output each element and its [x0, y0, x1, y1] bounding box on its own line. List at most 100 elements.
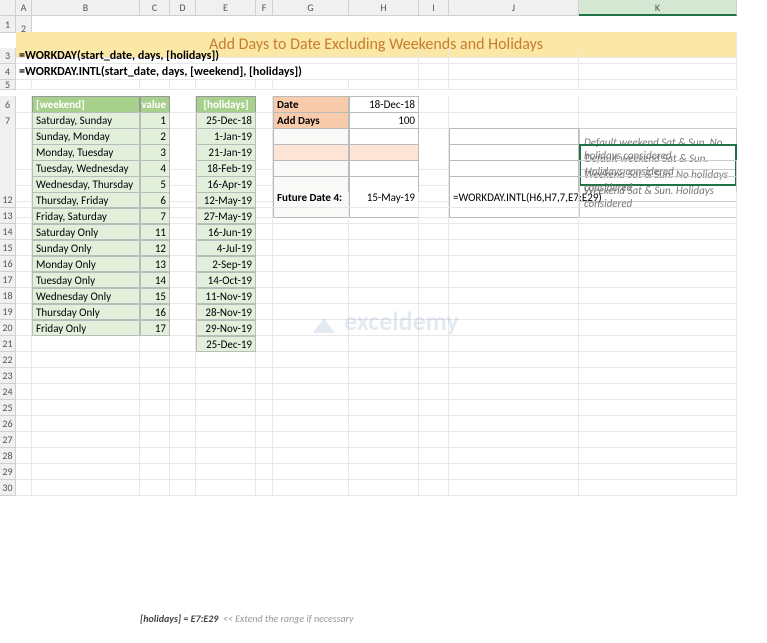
- cell-14-11[interactable]: [579, 224, 737, 240]
- cell-27-1[interactable]: [16, 432, 32, 448]
- cell-22-10[interactable]: [449, 352, 579, 368]
- row-header-7[interactable]: 7: [0, 112, 16, 129]
- cell-4-10[interactable]: [449, 64, 579, 80]
- cell-7-6[interactable]: [256, 112, 273, 129]
- cell-25-9[interactable]: [419, 400, 449, 416]
- cell-17-3[interactable]: 14: [140, 272, 170, 288]
- cell-29-8[interactable]: [349, 464, 419, 480]
- cell-25-11[interactable]: [579, 400, 737, 416]
- cell-19-6[interactable]: [256, 304, 273, 320]
- cell-6-3[interactable]: value: [140, 96, 170, 113]
- row-header-18[interactable]: 18: [0, 288, 16, 304]
- cell-17-8[interactable]: [349, 272, 419, 288]
- cell-20-6[interactable]: [256, 320, 273, 336]
- cell-21-10[interactable]: [449, 336, 579, 352]
- cell-13-9[interactable]: [419, 208, 449, 224]
- cell-25-3[interactable]: [140, 400, 170, 416]
- cell-17-10[interactable]: [449, 272, 579, 288]
- cell-6-7[interactable]: Date: [273, 96, 349, 113]
- cell-24-5[interactable]: [196, 384, 256, 400]
- cell-21-7[interactable]: [273, 336, 349, 352]
- cell-26-4[interactable]: [170, 416, 196, 432]
- cell-22-9[interactable]: [419, 352, 449, 368]
- col-header-A[interactable]: A: [16, 0, 32, 16]
- cell-18-10[interactable]: [449, 288, 579, 304]
- cell-3-9[interactable]: [419, 48, 449, 64]
- cell-14-4[interactable]: [170, 224, 196, 240]
- cell-16-11[interactable]: [579, 256, 737, 272]
- row-header-20[interactable]: 20: [0, 320, 16, 336]
- cell-6-11[interactable]: [579, 96, 737, 113]
- row-header-21[interactable]: 21: [0, 336, 16, 352]
- cell-5-8[interactable]: [349, 80, 419, 90]
- row-header-3[interactable]: 3: [0, 48, 16, 64]
- cell-25-7[interactable]: [273, 400, 349, 416]
- cell-16-8[interactable]: [349, 256, 419, 272]
- cell-20-8[interactable]: [349, 320, 419, 336]
- cell-28-4[interactable]: [170, 448, 196, 464]
- row-header-16[interactable]: 16: [0, 256, 16, 272]
- cell-27-3[interactable]: [140, 432, 170, 448]
- cell-15-8[interactable]: [349, 240, 419, 256]
- cell-27-7[interactable]: [273, 432, 349, 448]
- cell-26-5[interactable]: [196, 416, 256, 432]
- row-header-22[interactable]: 22: [0, 352, 16, 368]
- cell-29-11[interactable]: [579, 464, 737, 480]
- cell-13-4[interactable]: [170, 208, 196, 224]
- col-header-F[interactable]: F: [256, 0, 273, 16]
- cell-7-8[interactable]: 100: [349, 112, 419, 129]
- cell-6-4[interactable]: [170, 96, 196, 113]
- cell-17-2[interactable]: Tuesday Only: [32, 272, 140, 288]
- cell-29-9[interactable]: [419, 464, 449, 480]
- cell-30-10[interactable]: [449, 480, 579, 496]
- cell-21-2[interactable]: [32, 336, 140, 352]
- cell-5-6[interactable]: [256, 80, 273, 90]
- cell-28-5[interactable]: [196, 448, 256, 464]
- cell-15-6[interactable]: [256, 240, 273, 256]
- row-header-17[interactable]: 17: [0, 272, 16, 288]
- cell-21-5[interactable]: 25-Dec-19: [196, 336, 256, 352]
- cell-24-9[interactable]: [419, 384, 449, 400]
- cell-12-10[interactable]: [449, 192, 579, 208]
- cell-27-11[interactable]: [579, 432, 737, 448]
- cell-23-8[interactable]: [349, 368, 419, 384]
- cell-16-10[interactable]: [449, 256, 579, 272]
- cell-18-8[interactable]: [349, 288, 419, 304]
- col-header-D[interactable]: D: [170, 0, 196, 16]
- cell-17-4[interactable]: [170, 272, 196, 288]
- cell-12-5[interactable]: 12-May-19: [196, 192, 256, 208]
- cell-22-6[interactable]: [256, 352, 273, 368]
- row-header-30[interactable]: 30: [0, 480, 16, 496]
- cell-6-10[interactable]: [449, 96, 579, 113]
- cell-24-11[interactable]: [579, 384, 737, 400]
- cell-15-4[interactable]: [170, 240, 196, 256]
- row-header-13[interactable]: 13: [0, 208, 16, 224]
- cell-18-1[interactable]: [16, 288, 32, 304]
- cell-30-5[interactable]: [196, 480, 256, 496]
- cell-19-1[interactable]: [16, 304, 32, 320]
- cell-26-3[interactable]: [140, 416, 170, 432]
- cell-25-2[interactable]: [32, 400, 140, 416]
- cell-28-2[interactable]: [32, 448, 140, 464]
- cell-19-9[interactable]: [419, 304, 449, 320]
- cell-23-5[interactable]: [196, 368, 256, 384]
- cell-12-1[interactable]: [16, 192, 32, 208]
- cell-29-3[interactable]: [140, 464, 170, 480]
- cell-30-1[interactable]: [16, 480, 32, 496]
- cell-16-5[interactable]: 2-Sep-19: [196, 256, 256, 272]
- cell-25-5[interactable]: [196, 400, 256, 416]
- col-header-E[interactable]: E: [196, 0, 256, 16]
- cell-18-6[interactable]: [256, 288, 273, 304]
- cell-24-10[interactable]: [449, 384, 579, 400]
- cell-13-11[interactable]: [579, 208, 737, 224]
- cell-5-4[interactable]: [170, 80, 196, 90]
- cell-28-6[interactable]: [256, 448, 273, 464]
- cell-15-11[interactable]: [579, 240, 737, 256]
- row-header-24[interactable]: 24: [0, 384, 16, 400]
- cell-20-3[interactable]: 17: [140, 320, 170, 336]
- row-header-27[interactable]: 27: [0, 432, 16, 448]
- cell-23-3[interactable]: [140, 368, 170, 384]
- cell-27-6[interactable]: [256, 432, 273, 448]
- cell-19-4[interactable]: [170, 304, 196, 320]
- cell-23-2[interactable]: [32, 368, 140, 384]
